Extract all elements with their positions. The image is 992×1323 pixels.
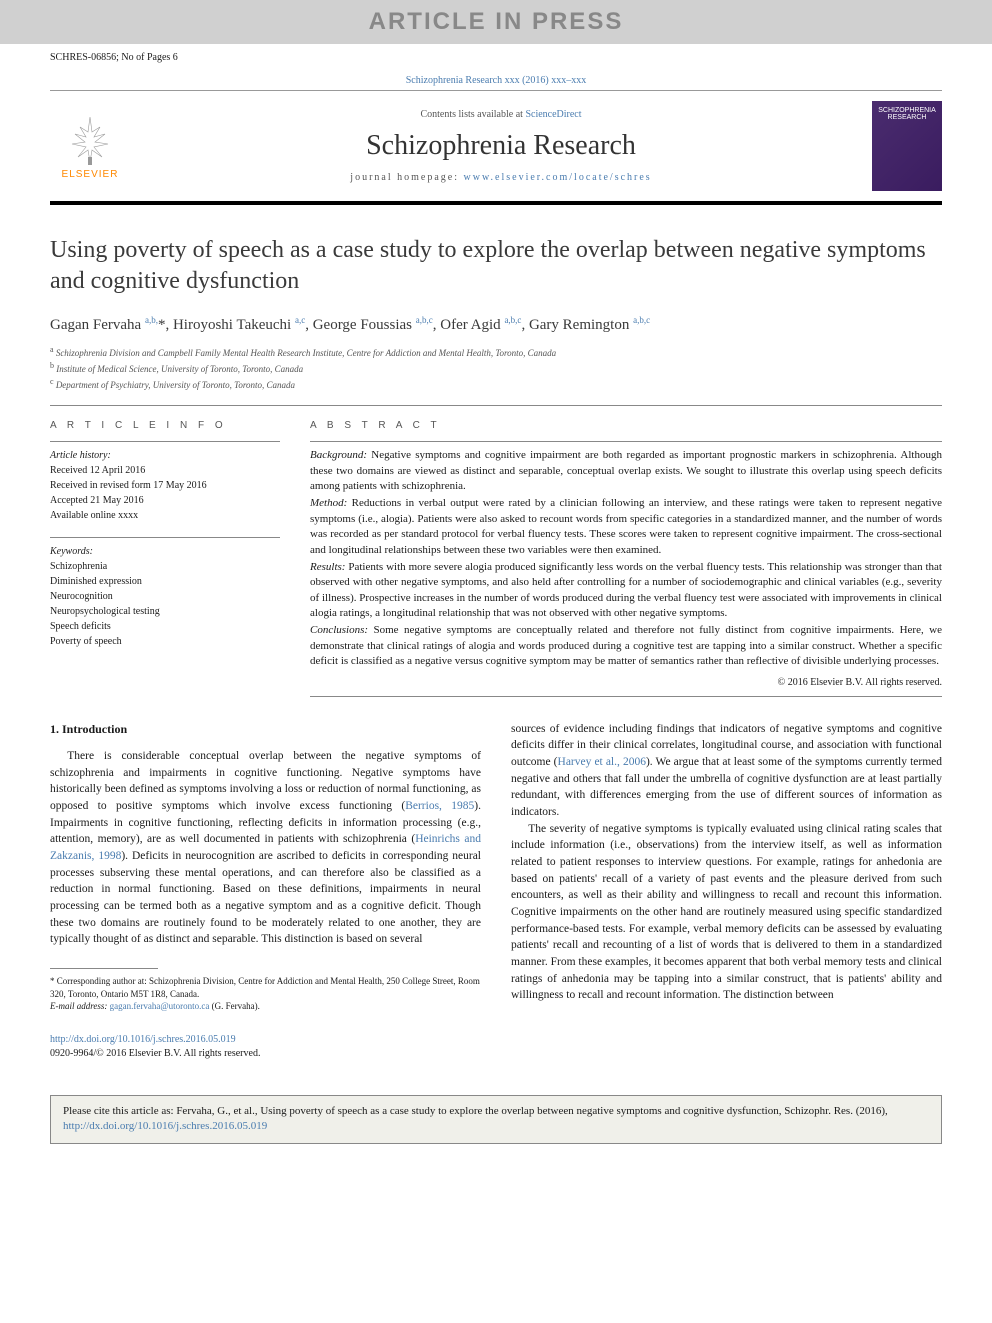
method-text: Reductions in verbal output were rated b… <box>310 497 942 555</box>
body-col-right: sources of evidence including findings t… <box>511 721 942 1061</box>
abstract-body: Background: Negative symptoms and cognit… <box>310 441 942 696</box>
results-label: Results: <box>310 561 345 573</box>
keyword-3: Neuropsychological testing <box>50 604 280 619</box>
schres-id: SCHRES-06856; No of Pages 6 <box>50 52 178 63</box>
corr-label: * Corresponding author at: <box>50 976 149 986</box>
elsevier-logo: ELSEVIER <box>50 101 130 191</box>
copyright-line: © 2016 Elsevier B.V. All rights reserved… <box>310 676 942 697</box>
conclusions-text: Some negative symptoms are conceptually … <box>310 624 942 667</box>
corresponding-author-footnote: * Corresponding author at: Schizophrenia… <box>50 975 481 1000</box>
email-link[interactable]: gagan.fervaha@utoronto.ca <box>110 1001 210 1011</box>
body-col-left: 1. Introduction There is considerable co… <box>50 721 481 1061</box>
contents-line: Contents lists available at ScienceDirec… <box>130 109 872 120</box>
keyword-5: Poverty of speech <box>50 634 280 649</box>
background-text: Negative symptoms and cognitive impairme… <box>310 449 942 492</box>
elsevier-text: ELSEVIER <box>62 169 119 180</box>
history-3: Available online xxxx <box>50 508 280 523</box>
header-row: SCHRES-06856; No of Pages 6 <box>50 44 942 71</box>
doi-link[interactable]: http://dx.doi.org/10.1016/j.schres.2016.… <box>50 1034 236 1045</box>
abstract-heading: A B S T R A C T <box>310 420 942 431</box>
journal-ref-line: Schizophrenia Research xxx (2016) xxx–xx… <box>50 71 942 90</box>
contents-prefix: Contents lists available at <box>420 109 525 120</box>
affiliation-c: Department of Psychiatry, University of … <box>56 380 295 390</box>
article-info-heading: A R T I C L E I N F O <box>50 420 280 431</box>
keyword-2: Neurocognition <box>50 589 280 604</box>
cite-doi-link[interactable]: http://dx.doi.org/10.1016/j.schres.2016.… <box>63 1120 267 1132</box>
section-heading-intro: 1. Introduction <box>50 721 481 738</box>
history-2: Accepted 21 May 2016 <box>50 493 280 508</box>
email-footnote: E-mail address: gagan.fervaha@utoronto.c… <box>50 1000 481 1013</box>
divider <box>50 405 942 406</box>
keywords-block: Keywords: Schizophrenia Diminished expre… <box>50 537 280 649</box>
doi-block: http://dx.doi.org/10.1016/j.schres.2016.… <box>50 1033 481 1061</box>
background-label: Background: <box>310 449 367 461</box>
keyword-4: Speech deficits <box>50 619 280 634</box>
footnote-divider <box>50 968 158 969</box>
keywords-label: Keywords: <box>50 544 280 559</box>
intro-p1c: ). Deficits in neurocognition are ascrib… <box>50 850 481 945</box>
homepage-link[interactable]: www.elsevier.com/locate/schres <box>464 172 652 183</box>
issn-line: 0920-9964/© 2016 Elsevier B.V. All right… <box>50 1048 260 1059</box>
article-history-block: Article history: Received 12 April 2016 … <box>50 441 280 523</box>
email-label: E-mail address: <box>50 1001 110 1011</box>
homepage-line: journal homepage: www.elsevier.com/locat… <box>130 172 872 183</box>
affiliation-b: Institute of Medical Science, University… <box>56 364 303 374</box>
body-columns: 1. Introduction There is considerable co… <box>50 721 942 1061</box>
affiliation-a: Schizophrenia Division and Campbell Fami… <box>56 348 556 358</box>
history-label: Article history: <box>50 448 280 463</box>
intro-p2: The severity of negative symptoms is typ… <box>511 821 942 1004</box>
journal-ref-link[interactable]: Schizophrenia Research xxx (2016) xxx–xx… <box>406 75 587 86</box>
article-title: Using poverty of speech as a case study … <box>50 235 942 297</box>
conclusions-label: Conclusions: <box>310 624 368 636</box>
affiliations: a Schizophrenia Division and Campbell Fa… <box>50 344 942 391</box>
journal-cover: SCHIZOPHRENIA RESEARCH <box>872 101 942 191</box>
authors: Gagan Fervaha a,b,*, Hiroyoshi Takeuchi … <box>50 315 942 334</box>
article-in-press-banner: ARTICLE IN PRESS <box>0 0 992 44</box>
email-suffix: (G. Fervaha). <box>209 1001 259 1011</box>
abstract-column: A B S T R A C T Background: Negative sym… <box>310 420 942 696</box>
cite-box: Please cite this article as: Fervaha, G.… <box>50 1095 942 1144</box>
ref-berrios[interactable]: Berrios, 1985 <box>405 800 474 812</box>
journal-banner: ELSEVIER Contents lists available at Sci… <box>50 90 942 205</box>
cite-text: Please cite this article as: Fervaha, G.… <box>63 1105 888 1117</box>
history-1: Received in revised form 17 May 2016 <box>50 478 280 493</box>
ref-harvey[interactable]: Harvey et al., 2006 <box>558 756 646 768</box>
history-0: Received 12 April 2016 <box>50 463 280 478</box>
results-text: Patients with more severe alogia produce… <box>310 561 942 619</box>
method-label: Method: <box>310 497 347 509</box>
keyword-0: Schizophrenia <box>50 559 280 574</box>
sciencedirect-link[interactable]: ScienceDirect <box>525 109 581 120</box>
cover-text: SCHIZOPHRENIA RESEARCH <box>876 107 938 121</box>
homepage-label: journal homepage: <box>350 172 463 183</box>
keyword-1: Diminished expression <box>50 574 280 589</box>
elsevier-tree-icon <box>60 112 120 167</box>
journal-name: Schizophrenia Research <box>130 130 872 162</box>
article-info: A R T I C L E I N F O Article history: R… <box>50 420 280 696</box>
